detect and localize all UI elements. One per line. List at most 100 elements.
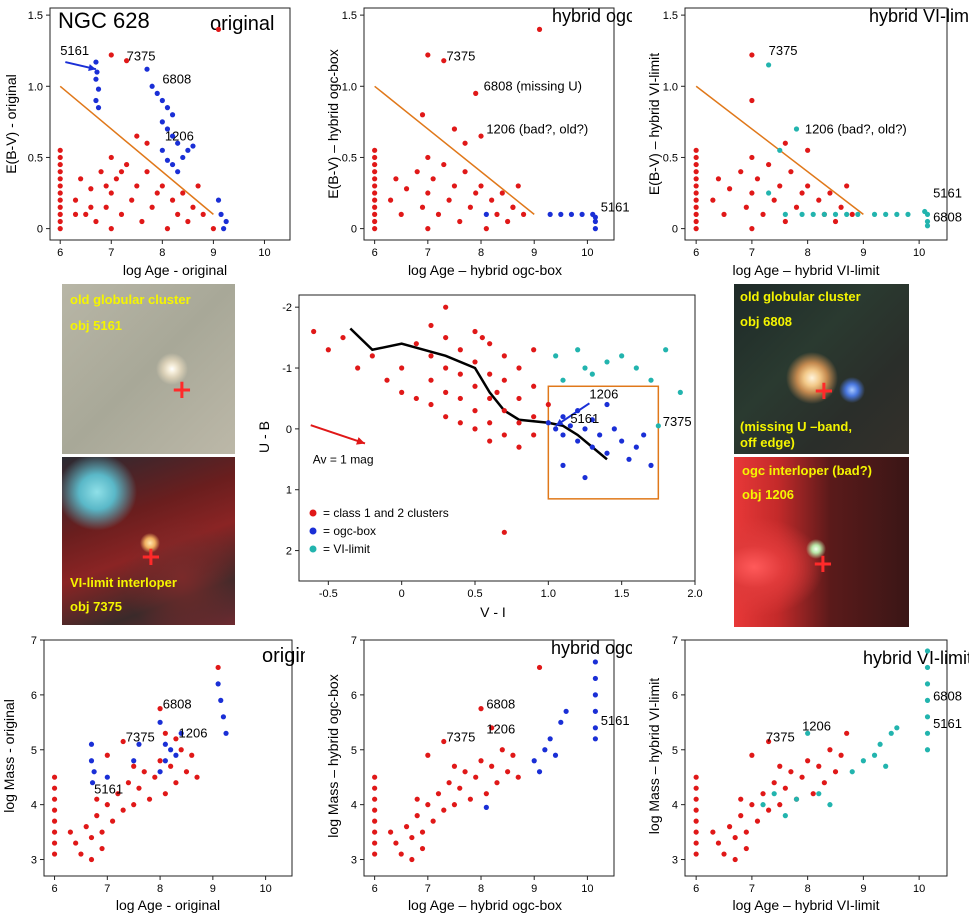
data-point: [754, 176, 761, 182]
data-point: [435, 211, 442, 217]
data-point: [516, 420, 522, 426]
data-point: [372, 204, 378, 210]
data-point: [749, 802, 755, 808]
y-tick-label: 0.5: [28, 152, 43, 164]
data-point: [924, 648, 931, 654]
data-point: [88, 856, 95, 863]
data-point: [221, 226, 227, 232]
data-point: [894, 211, 900, 217]
data-point: [149, 204, 155, 210]
data-point: [592, 218, 598, 225]
data-point: [648, 462, 654, 468]
chart-color-color-diagram: -0.5 0 0.5 1.0 1.5 2.0 -2 -1 0 1 2 V - I U - B Av = 1…: [256, 294, 703, 620]
data-point: [472, 408, 478, 414]
data-point: [369, 353, 375, 359]
y-tick-label: 7: [31, 635, 37, 647]
y-tick-label: 3: [672, 855, 678, 867]
data-point: [372, 169, 378, 175]
x-tick-label: 6: [693, 883, 699, 895]
data-point: [223, 730, 229, 736]
data-point: [425, 190, 431, 196]
data-point: [387, 197, 394, 203]
data-point: [159, 119, 165, 125]
point-annotation: 5161: [570, 411, 599, 426]
data-point: [57, 197, 63, 203]
data-point: [472, 328, 478, 335]
arrow-head-icon: [356, 437, 365, 445]
data-point: [560, 377, 566, 383]
data-point: [108, 226, 114, 232]
y-tick-label: 6: [351, 690, 357, 702]
data-point: [457, 371, 463, 377]
data-point: [425, 752, 431, 758]
data-point: [592, 708, 598, 714]
data-point: [414, 796, 420, 802]
data-point: [721, 851, 727, 857]
data-point: [693, 197, 699, 203]
data-point: [462, 140, 468, 146]
x-tick-label: 8: [478, 247, 484, 259]
data-point: [443, 365, 449, 371]
data-point: [582, 474, 588, 481]
x-tick-label: 7: [425, 247, 431, 259]
thumbnail-label: obj 1206: [742, 487, 795, 502]
x-tick-label: 6: [372, 883, 378, 895]
point-annotation: 5161: [601, 713, 630, 728]
data-point: [95, 105, 102, 111]
data-point: [215, 26, 222, 32]
x-tick-label: 9: [860, 883, 866, 895]
y-tick-label: 1.0: [28, 81, 43, 93]
data-point: [89, 780, 96, 786]
data-point: [93, 76, 99, 82]
data-point: [489, 725, 495, 731]
data-point: [340, 334, 346, 341]
reddening-label: Av = 1 mag: [313, 452, 374, 466]
data-point: [451, 802, 458, 808]
y-tick-label: 0: [286, 424, 292, 436]
data-point: [693, 218, 699, 225]
data-point: [589, 444, 595, 450]
x-tick-label: 7: [749, 883, 755, 895]
data-point: [760, 211, 766, 217]
thumbnail-label: ogc interloper (bad?): [742, 463, 872, 478]
data-point: [51, 785, 58, 791]
data-point: [693, 154, 699, 161]
data-point: [592, 659, 598, 665]
data-point: [180, 154, 186, 161]
data-point: [190, 204, 196, 210]
data-point: [483, 226, 489, 232]
data-point: [372, 211, 378, 217]
data-point: [849, 211, 855, 217]
data-point: [195, 183, 201, 189]
data-point: [175, 169, 181, 175]
data-point: [57, 226, 63, 232]
data-point: [799, 211, 805, 217]
data-point: [478, 133, 484, 139]
data-point: [178, 747, 184, 753]
x-tick-label: 2.0: [687, 588, 702, 600]
data-point: [152, 774, 158, 780]
data-point: [849, 769, 855, 775]
x-tick-label: 8: [805, 247, 811, 259]
x-tick-label: 10: [913, 247, 925, 259]
x-tick-label: 10: [259, 883, 271, 895]
data-point: [483, 791, 489, 797]
fit-line: [59, 85, 214, 215]
y-tick-label: 0: [672, 224, 678, 236]
data-point: [715, 840, 722, 846]
data-point: [372, 851, 378, 857]
data-point: [838, 752, 844, 758]
data-point: [582, 365, 588, 371]
data-point: [531, 758, 537, 764]
data-point: [372, 226, 378, 232]
fit-line: [374, 85, 535, 215]
data-point: [441, 161, 447, 168]
data-point: [545, 420, 551, 426]
y-tick-label: 0.5: [663, 152, 678, 164]
data-point: [57, 161, 63, 168]
x-axis-label: V - I: [480, 604, 506, 620]
data-point: [372, 154, 378, 161]
data-point: [457, 347, 463, 353]
data-point: [641, 432, 647, 438]
data-point: [403, 186, 410, 192]
